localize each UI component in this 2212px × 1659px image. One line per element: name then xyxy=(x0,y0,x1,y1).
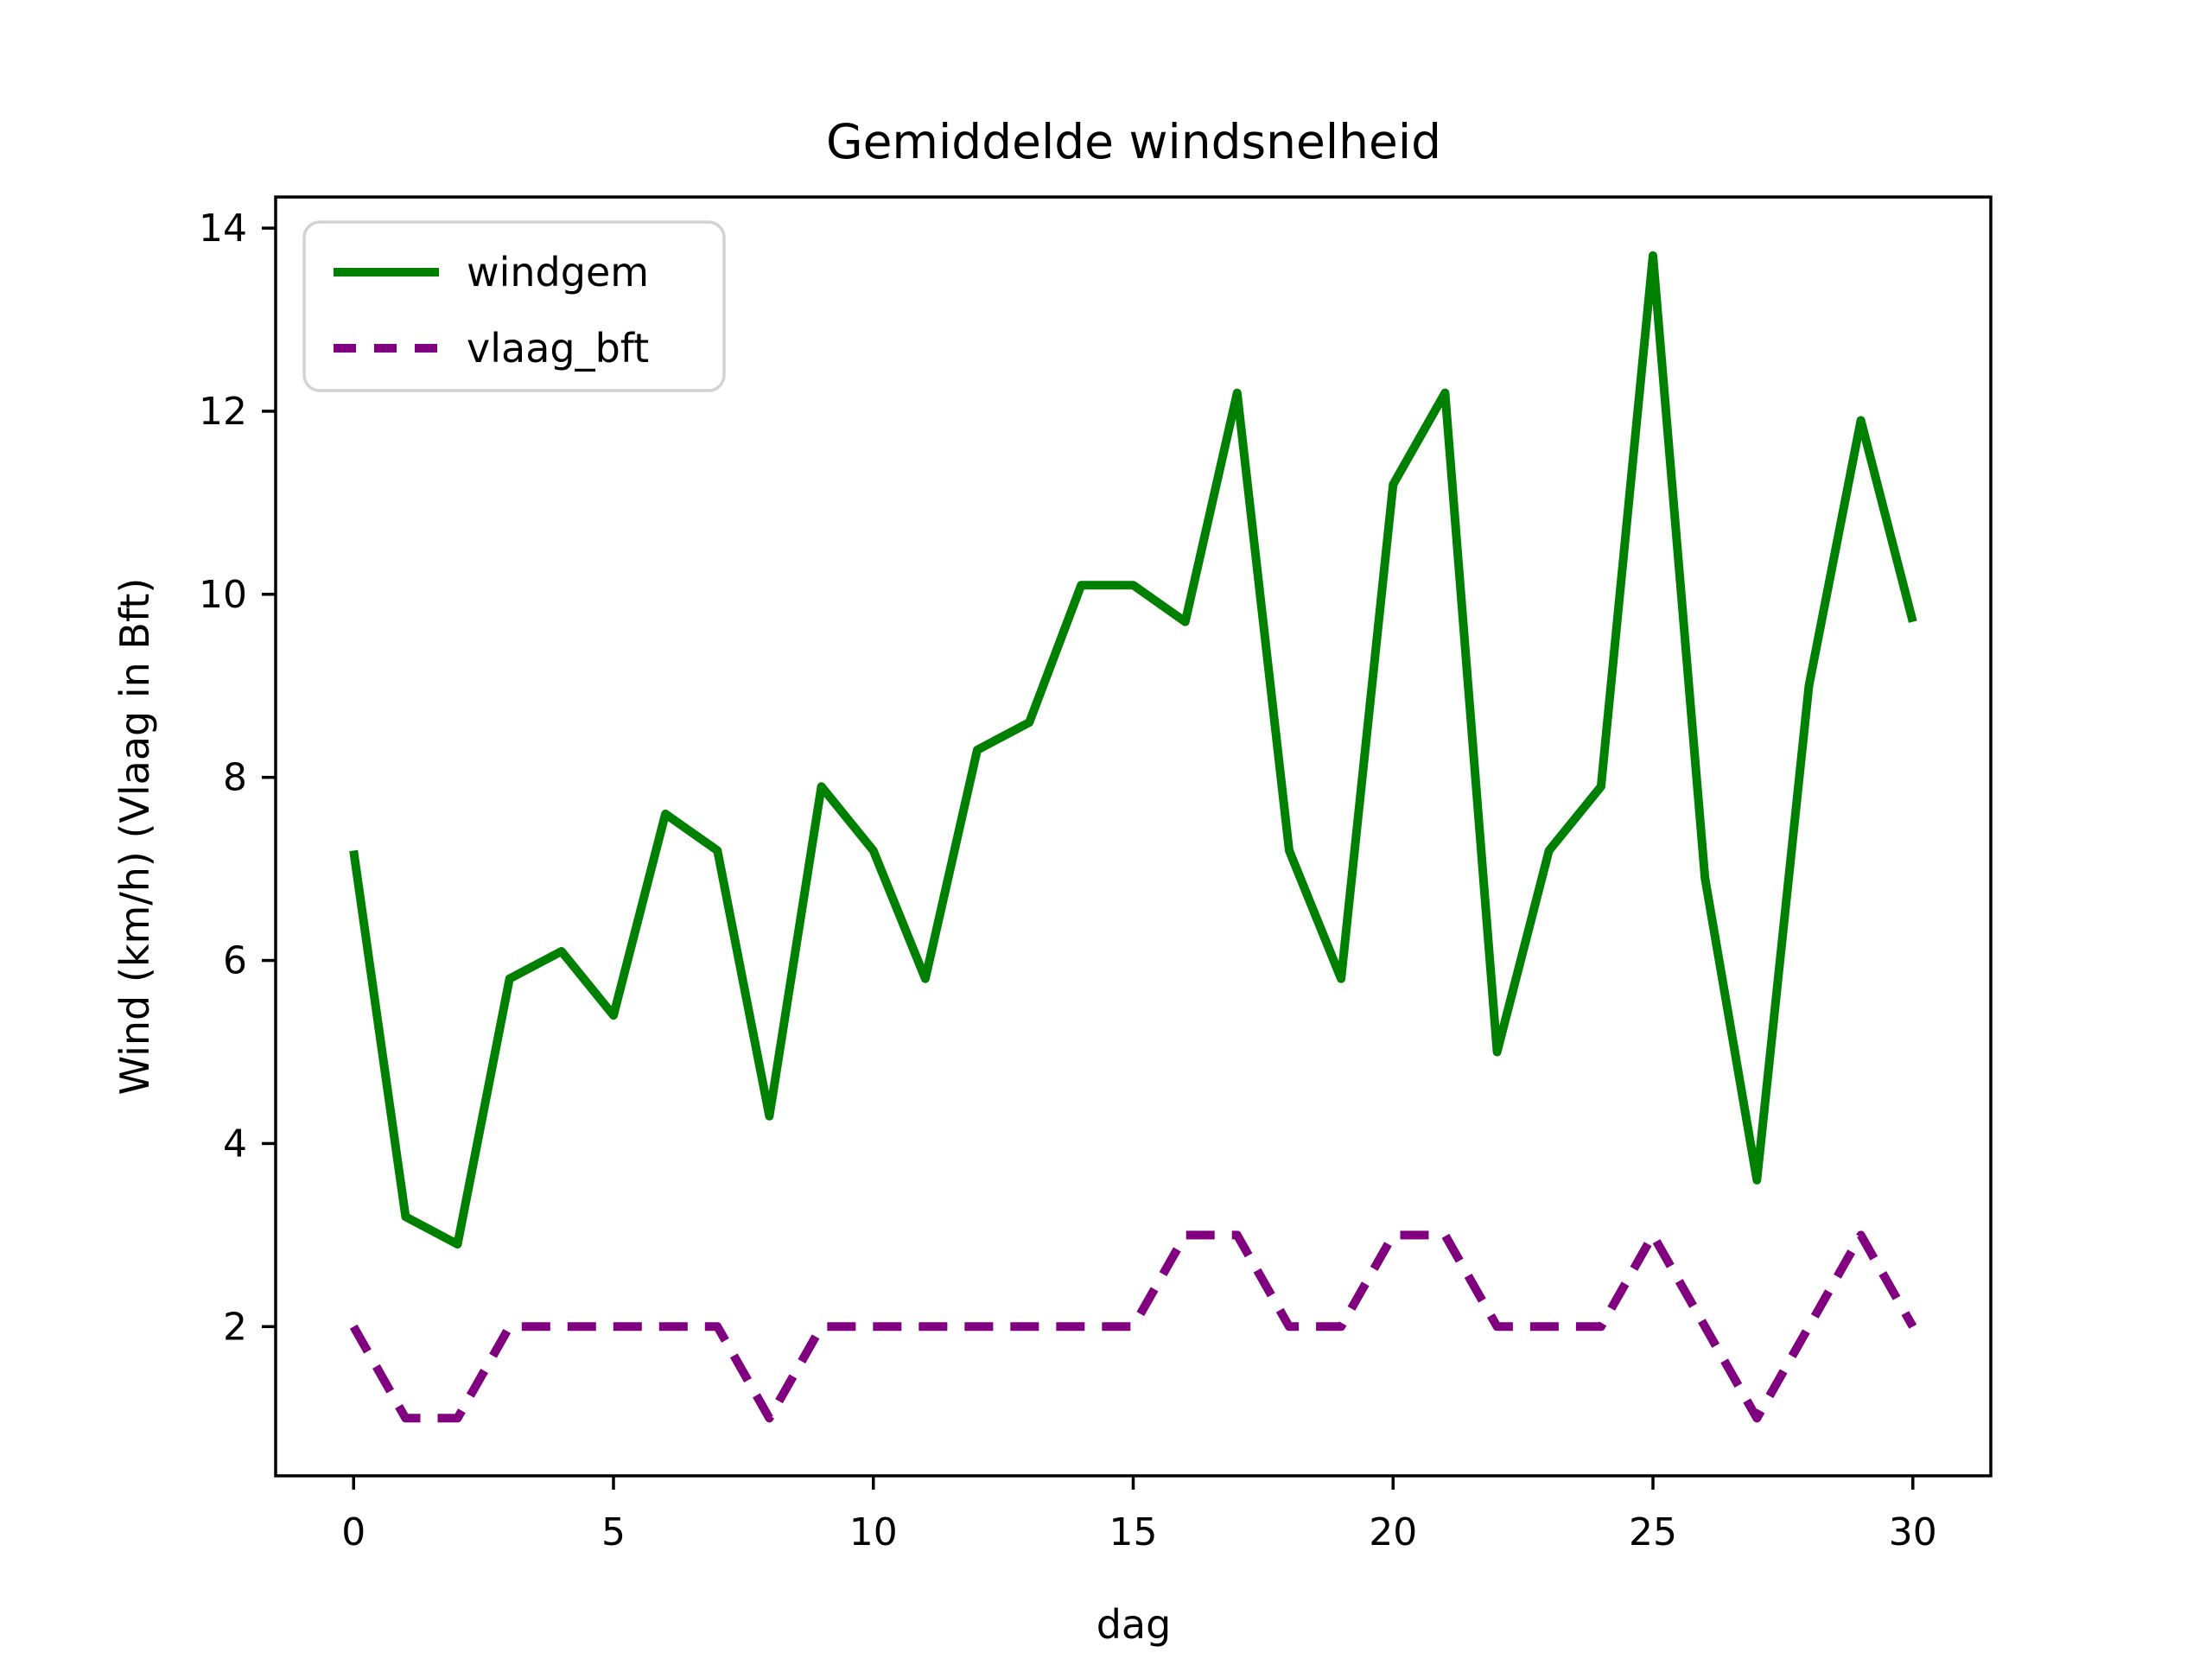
y-tick-label: 10 xyxy=(199,573,247,617)
legend-label-windgem: windgem xyxy=(467,249,649,296)
legend-entry-vlaag-bft: vlaag_bft xyxy=(334,325,649,372)
y-tick-label: 12 xyxy=(199,390,247,434)
x-axis-label: dag xyxy=(1096,1601,1172,1648)
y-axis-label: Wind (km/h) (Vlaag in Bft) xyxy=(111,578,158,1096)
y-axis-ticks: 2 4 6 8 10 12 14 xyxy=(199,207,276,1349)
x-tick-label: 5 xyxy=(601,1510,626,1554)
windgem-line xyxy=(349,251,1917,1249)
plot-lines xyxy=(349,251,1917,1423)
y-tick-label: 8 xyxy=(223,756,247,800)
x-axis-ticks: 0 5 10 15 20 25 30 xyxy=(341,1476,1937,1554)
x-tick-label: 0 xyxy=(341,1510,365,1554)
x-tick-label: 15 xyxy=(1109,1510,1158,1554)
chart-title: Gemiddelde windsnelheid xyxy=(826,114,1441,169)
y-tick-label: 2 xyxy=(223,1305,247,1349)
y-tick-label: 14 xyxy=(199,207,247,251)
legend-label-vlaag-bft: vlaag_bft xyxy=(467,325,649,372)
legend-box xyxy=(302,220,726,392)
x-tick-label: 10 xyxy=(849,1510,898,1554)
x-tick-label: 30 xyxy=(1889,1510,1937,1554)
vlaag-bft-line xyxy=(349,1230,1917,1423)
x-tick-label: 25 xyxy=(1629,1510,1677,1554)
legend: windgem vlaag_bft xyxy=(302,220,726,392)
y-tick-label: 4 xyxy=(223,1122,247,1166)
x-tick-label: 20 xyxy=(1369,1510,1417,1554)
legend-entry-windgem: windgem xyxy=(334,249,649,296)
y-tick-label: 6 xyxy=(223,939,247,983)
